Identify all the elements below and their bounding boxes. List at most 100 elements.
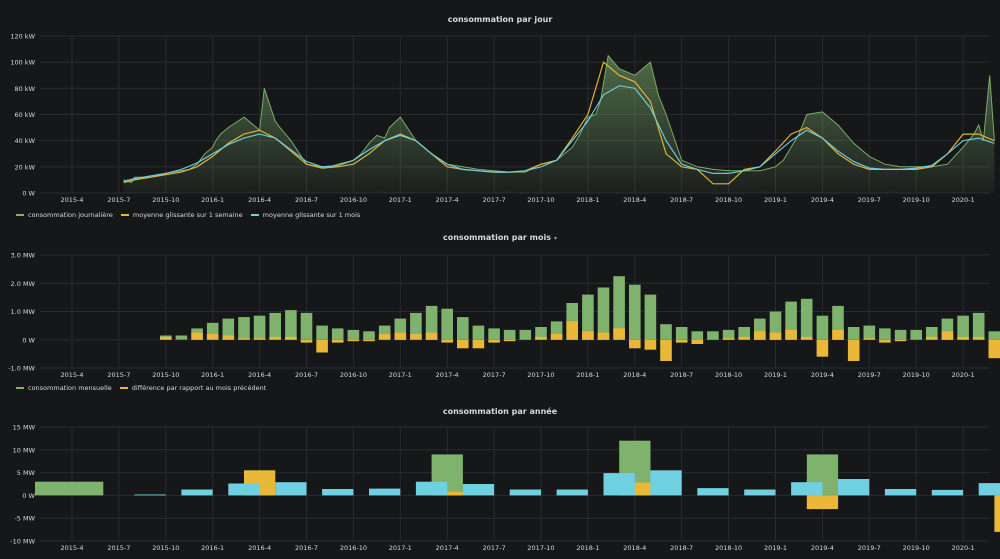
yearly-x-tick-label: 2016-7 [295,544,318,552]
monthly-y-tick-label: 3.0 MW [11,252,36,260]
daily-y-tick-label: 100 kW [10,59,35,67]
monthly-bar-difference [660,339,672,361]
monthly-bar-difference [972,336,985,340]
legend-swatch-icon [120,214,129,216]
monthly-bar-difference [691,339,704,344]
monthly-x-tick-label: 2016-4 [248,371,271,379]
legend-item[interactable]: consommation journalière [16,211,113,219]
monthly-bar-consommation [785,301,797,340]
series-line-moyenne-mois [123,85,995,182]
legend-daily: consommation journalière moyenne glissant… [16,210,368,219]
monthly-x-tick-label: 2019-1 [764,371,787,379]
legend-item[interactable]: différence par rapport au mois précédent [119,384,266,392]
monthly-bar-difference [206,334,219,340]
yearly-bar-yellow [806,495,839,510]
monthly-bar-difference [378,334,391,340]
monthly-bar-consommation [769,311,782,340]
monthly-bar-difference [957,336,969,340]
daily-x-tick-label: 2016-7 [295,196,318,204]
legend-swatch-icon [250,214,259,216]
monthly-bar-difference [363,339,375,342]
daily-x-tick-label: 2019-4 [811,196,834,204]
monthly-bar-difference [253,338,266,340]
monthly-y-tick-label: -1.0 MW [8,365,35,373]
yearly-bar-blue [228,483,260,496]
yearly-bar-blue [838,479,870,496]
monthly-bar-difference [316,339,328,353]
legend-swatch-icon [119,387,128,389]
daily-x-tick-label: 2019-10 [903,196,930,204]
monthly-bar-consommation [503,329,516,340]
monthly-bar-consommation [441,308,453,340]
daily-x-tick-label: 2015-4 [60,196,83,204]
daily-y-tick-label: 120 kW [10,33,35,41]
monthly-chart[interactable]: 3.0 MW 2.0 MW 1.0 MW 0 W -1.0 MW 2015-4 2015-7… [0,0,1000,400]
yearly-x-tick-label: 2018-4 [623,544,646,552]
daily-chart[interactable]: 120 kW 100 kW 80 kW 60 kW 40 kW 20 kW 0 W 2015-… [0,0,1000,225]
panel-monthly: consommation par mois ▾ 3.0 MW 2.0 MW 1.0 M… [0,0,1000,400]
legend-item[interactable]: moyenne glissante sur 1 mois [250,211,360,219]
panel-title-yearly[interactable]: consommation par année [442,407,558,416]
panel-title-monthly[interactable]: consommation par mois ▾ [0,233,1000,242]
daily-x-tick-label: 2015-10 [152,196,179,204]
yearly-x-tick-label: 2018-10 [715,544,742,552]
monthly-bar-difference [613,328,625,340]
daily-x-tick-label: 2020-1 [952,196,975,204]
yearly-bar-blue [744,489,776,496]
legend-item[interactable]: consommation mensuelle [16,384,112,392]
yearly-x-tick-label: 2019-4 [811,544,834,552]
panel-title-monthly-text: consommation par mois [442,233,551,242]
yearly-bar-blue [509,489,541,496]
yearly-x-tick-label: 2017-7 [483,544,506,552]
legend-item[interactable]: moyenne glissante sur 1 semaine [120,211,243,219]
monthly-bar-consommation [363,331,375,340]
monthly-bar-difference [754,331,766,340]
monthly-x-tick-label: 2015-7 [107,371,130,379]
monthly-bar-difference [722,338,735,340]
monthly-x-tick-label: 2017-1 [389,371,412,379]
daily-x-tick-label: 2017-10 [527,196,554,204]
monthly-bar-difference [347,339,360,342]
legend-swatch-icon [16,387,24,389]
monthly-bar-consommation [582,294,594,340]
monthly-bar-consommation [472,325,485,340]
monthly-bar-consommation [707,331,719,340]
daily-y-tick-label: 80 kW [14,85,35,93]
monthly-bar-consommation [175,335,188,340]
yearly-bar-yellow [994,495,1000,532]
yearly-bar-blue [978,483,1000,496]
yearly-x-tick-label: 2017-10 [527,544,554,552]
monthly-bar-difference [441,339,453,343]
daily-x-tick-label: 2019-7 [858,196,881,204]
monthly-bar-difference [503,339,516,342]
legend-monthly: consommation mensuelle différence par rap… [16,383,274,392]
daily-area-fill [123,55,995,193]
monthly-bar-consommation [738,327,750,340]
monthly-bar-difference [894,339,907,342]
monthly-bar-consommation [394,318,407,340]
monthly-bar-difference [331,339,344,343]
monthly-bar-consommation [550,321,563,340]
yearly-bar-blue [322,489,354,496]
chevron-down-icon[interactable]: ▾ [553,235,557,242]
monthly-bar-consommation [566,303,578,340]
yearly-x-tick-label: 2018-1 [576,544,599,552]
legend-label: moyenne glissante sur 1 semaine [132,211,243,219]
monthly-bar-difference [582,331,594,340]
monthly-bar-consommation [488,328,500,340]
daily-x-tick-label: 2015-7 [107,196,130,204]
yearly-bar-blue [791,482,823,496]
yearly-bar-blue [650,470,682,496]
monthly-bar-difference [863,338,876,340]
daily-x-tick-label: 2016-1 [201,196,224,204]
monthly-bar-consommation [300,312,313,340]
legend-swatch-icon [16,214,24,216]
yearly-x-tick-label: 2019-1 [764,544,787,552]
monthly-bar-difference [941,331,954,340]
monthly-bar-consommation [926,327,938,340]
daily-x-tick-label: 2017-1 [389,196,412,204]
monthly-bar-difference [425,332,438,340]
panel-title-daily[interactable]: consommation par jour [447,15,553,24]
